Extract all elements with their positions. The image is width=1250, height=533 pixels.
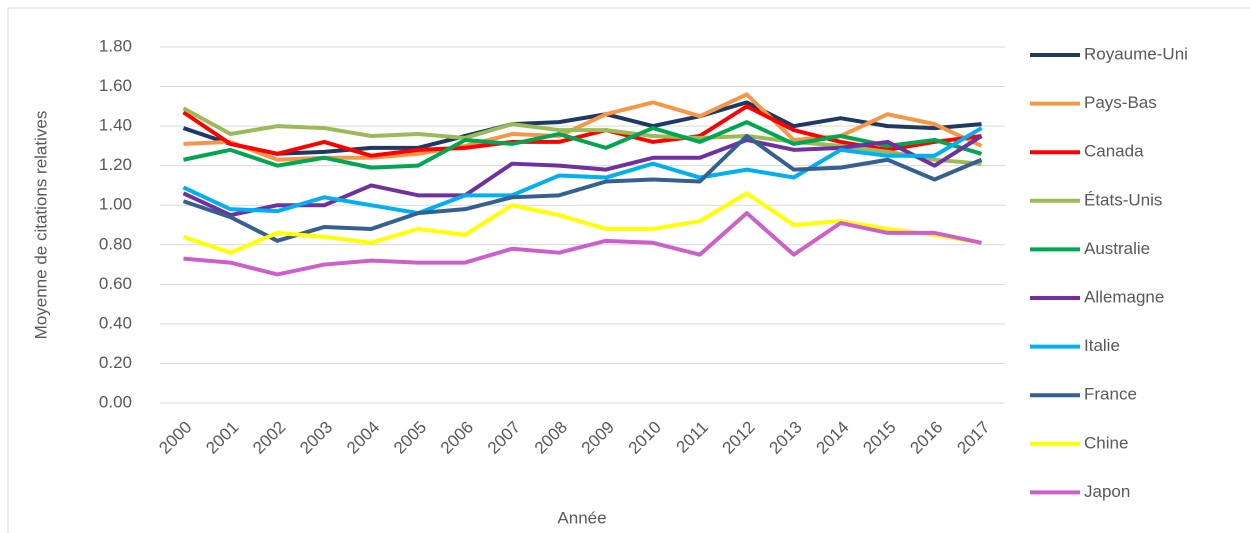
legend-label: Pays-Bas	[1084, 93, 1157, 112]
legend-label: Japon	[1084, 482, 1130, 501]
x-tick-label: 2000	[155, 418, 195, 458]
x-tick-label: 2013	[766, 418, 806, 458]
legend-label: États-Unis	[1084, 190, 1162, 209]
x-tick-label: 2008	[531, 418, 571, 458]
legend-label: Allemagne	[1084, 287, 1164, 306]
x-axis-title: Année	[557, 508, 606, 527]
x-tick-label: 2001	[202, 418, 242, 458]
legend-label: Australie	[1084, 239, 1150, 258]
legend-label: France	[1084, 385, 1137, 404]
x-tick-label: 2004	[343, 418, 383, 458]
series-line	[182, 134, 983, 243]
series-line	[182, 126, 983, 216]
y-tick-label: 1.60	[99, 76, 132, 95]
x-tick-label: 2014	[813, 418, 853, 458]
series-line	[182, 104, 982, 158]
y-tick-label: 0.80	[99, 234, 132, 253]
legend-label: Chine	[1084, 433, 1128, 452]
x-tick-label: 2015	[859, 418, 899, 458]
x-tick-label: 2012	[719, 418, 759, 458]
legend-label: Italie	[1084, 336, 1120, 355]
legend-label: Canada	[1084, 142, 1144, 161]
y-tick-label: 1.40	[99, 116, 132, 135]
x-tick-label: 2011	[673, 418, 712, 457]
y-tick-label: 1.00	[99, 195, 132, 214]
x-tick-label: 2005	[390, 418, 430, 458]
x-tick-label: 2017	[953, 418, 993, 458]
chart-frame	[7, 7, 1250, 533]
x-tick-label: 2002	[249, 418, 289, 458]
series-line	[182, 191, 982, 255]
series-line	[183, 120, 983, 170]
x-tick-label: 2007	[484, 418, 524, 458]
y-tick-label: 0.00	[99, 392, 132, 411]
legend-label: Royaume-Uni	[1084, 44, 1188, 63]
series-line	[182, 100, 982, 156]
y-tick-label: 0.20	[99, 353, 132, 372]
y-tick-label: 0.40	[99, 313, 132, 332]
y-tick-label: 1.80	[99, 36, 132, 55]
series-line	[183, 211, 982, 277]
y-tick-label: 1.20	[99, 155, 132, 174]
x-tick-label: 2006	[437, 418, 477, 458]
x-tick-label: 2016	[906, 418, 946, 458]
series-line	[182, 134, 983, 218]
x-tick-label: 2009	[578, 418, 618, 458]
y-axis-title: Moyenne de citations relatives	[31, 111, 50, 340]
x-tick-label: 2010	[625, 418, 665, 458]
x-tick-label: 2003	[296, 418, 336, 458]
y-tick-label: 0.60	[99, 274, 132, 293]
